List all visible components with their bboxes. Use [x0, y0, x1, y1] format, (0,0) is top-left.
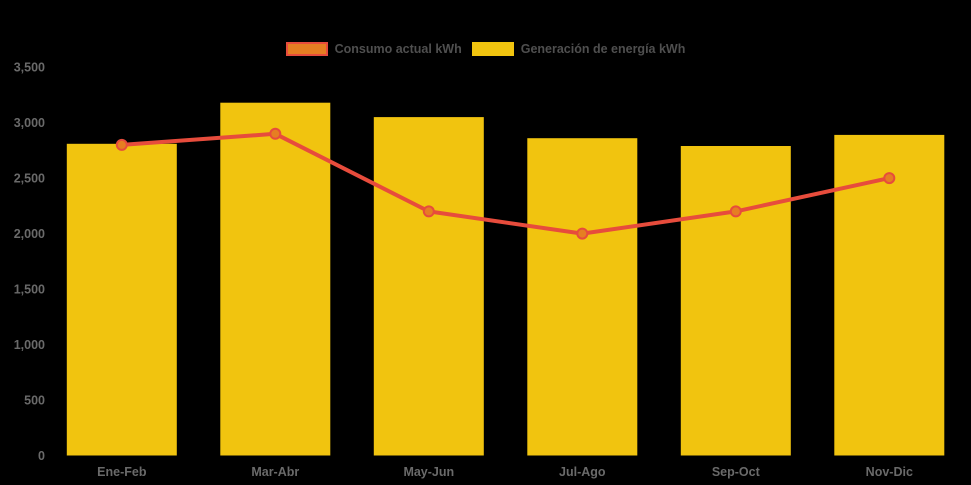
x-axis-label-Mar-Abr: Mar-Abr — [251, 465, 299, 479]
y-axis-label-500: 500 — [24, 394, 45, 408]
generacion-swatch-icon — [471, 42, 514, 56]
bar-Ene-Feb[interactable] — [66, 143, 177, 456]
y-axis-label-2,500: 2,500 — [14, 172, 45, 186]
y-axis-label-1,000: 1,000 — [14, 338, 45, 352]
y-axis-label-3,500: 3,500 — [14, 61, 45, 75]
y-axis-label-3,000: 3,000 — [14, 116, 45, 130]
bar-Mar-Abr[interactable] — [220, 102, 331, 456]
legend-item-generacion[interactable]: Generación de energía kWh — [471, 42, 686, 56]
legend-item-consumo[interactable]: Consumo actual kWh — [285, 42, 462, 56]
legend-label-generacion: Generación de energía kWh — [520, 42, 686, 56]
bar-May-Jun[interactable] — [373, 117, 484, 456]
consumo-point-Mar-Abr[interactable] — [269, 127, 282, 140]
bar-Jul-Ago[interactable] — [527, 138, 638, 456]
consumo-line — [119, 131, 892, 236]
y-axis-label-0: 0 — [38, 449, 45, 463]
x-axis-label-Ene-Feb: Ene-Feb — [97, 465, 147, 479]
x-axis-label-Nov-Dic: Nov-Dic — [866, 465, 913, 479]
consumo-point-Jul-Ago[interactable] — [576, 227, 589, 240]
consumo-point-Ene-Feb[interactable] — [115, 138, 128, 151]
bar-Sep-Oct[interactable] — [680, 146, 791, 456]
x-axis-label-May-Jun: May-Jun — [403, 465, 454, 479]
x-axis-label-Jul-Ago: Jul-Ago — [559, 465, 606, 479]
x-axis-label-Sep-Oct: Sep-Oct — [712, 465, 761, 479]
consumo-point-Nov-Dic[interactable] — [883, 172, 896, 185]
y-axis-label-2,000: 2,000 — [14, 227, 45, 241]
consumo-swatch-icon — [285, 42, 328, 56]
y-axis-label-1,500: 1,500 — [14, 283, 45, 297]
consumo-point-May-Jun[interactable] — [422, 205, 435, 218]
legend: Consumo actual kWh Generación de energía… — [0, 42, 971, 56]
bar-Nov-Dic[interactable] — [834, 134, 945, 456]
legend-label-consumo: Consumo actual kWh — [334, 42, 462, 56]
consumo-point-Sep-Oct[interactable] — [729, 205, 742, 218]
